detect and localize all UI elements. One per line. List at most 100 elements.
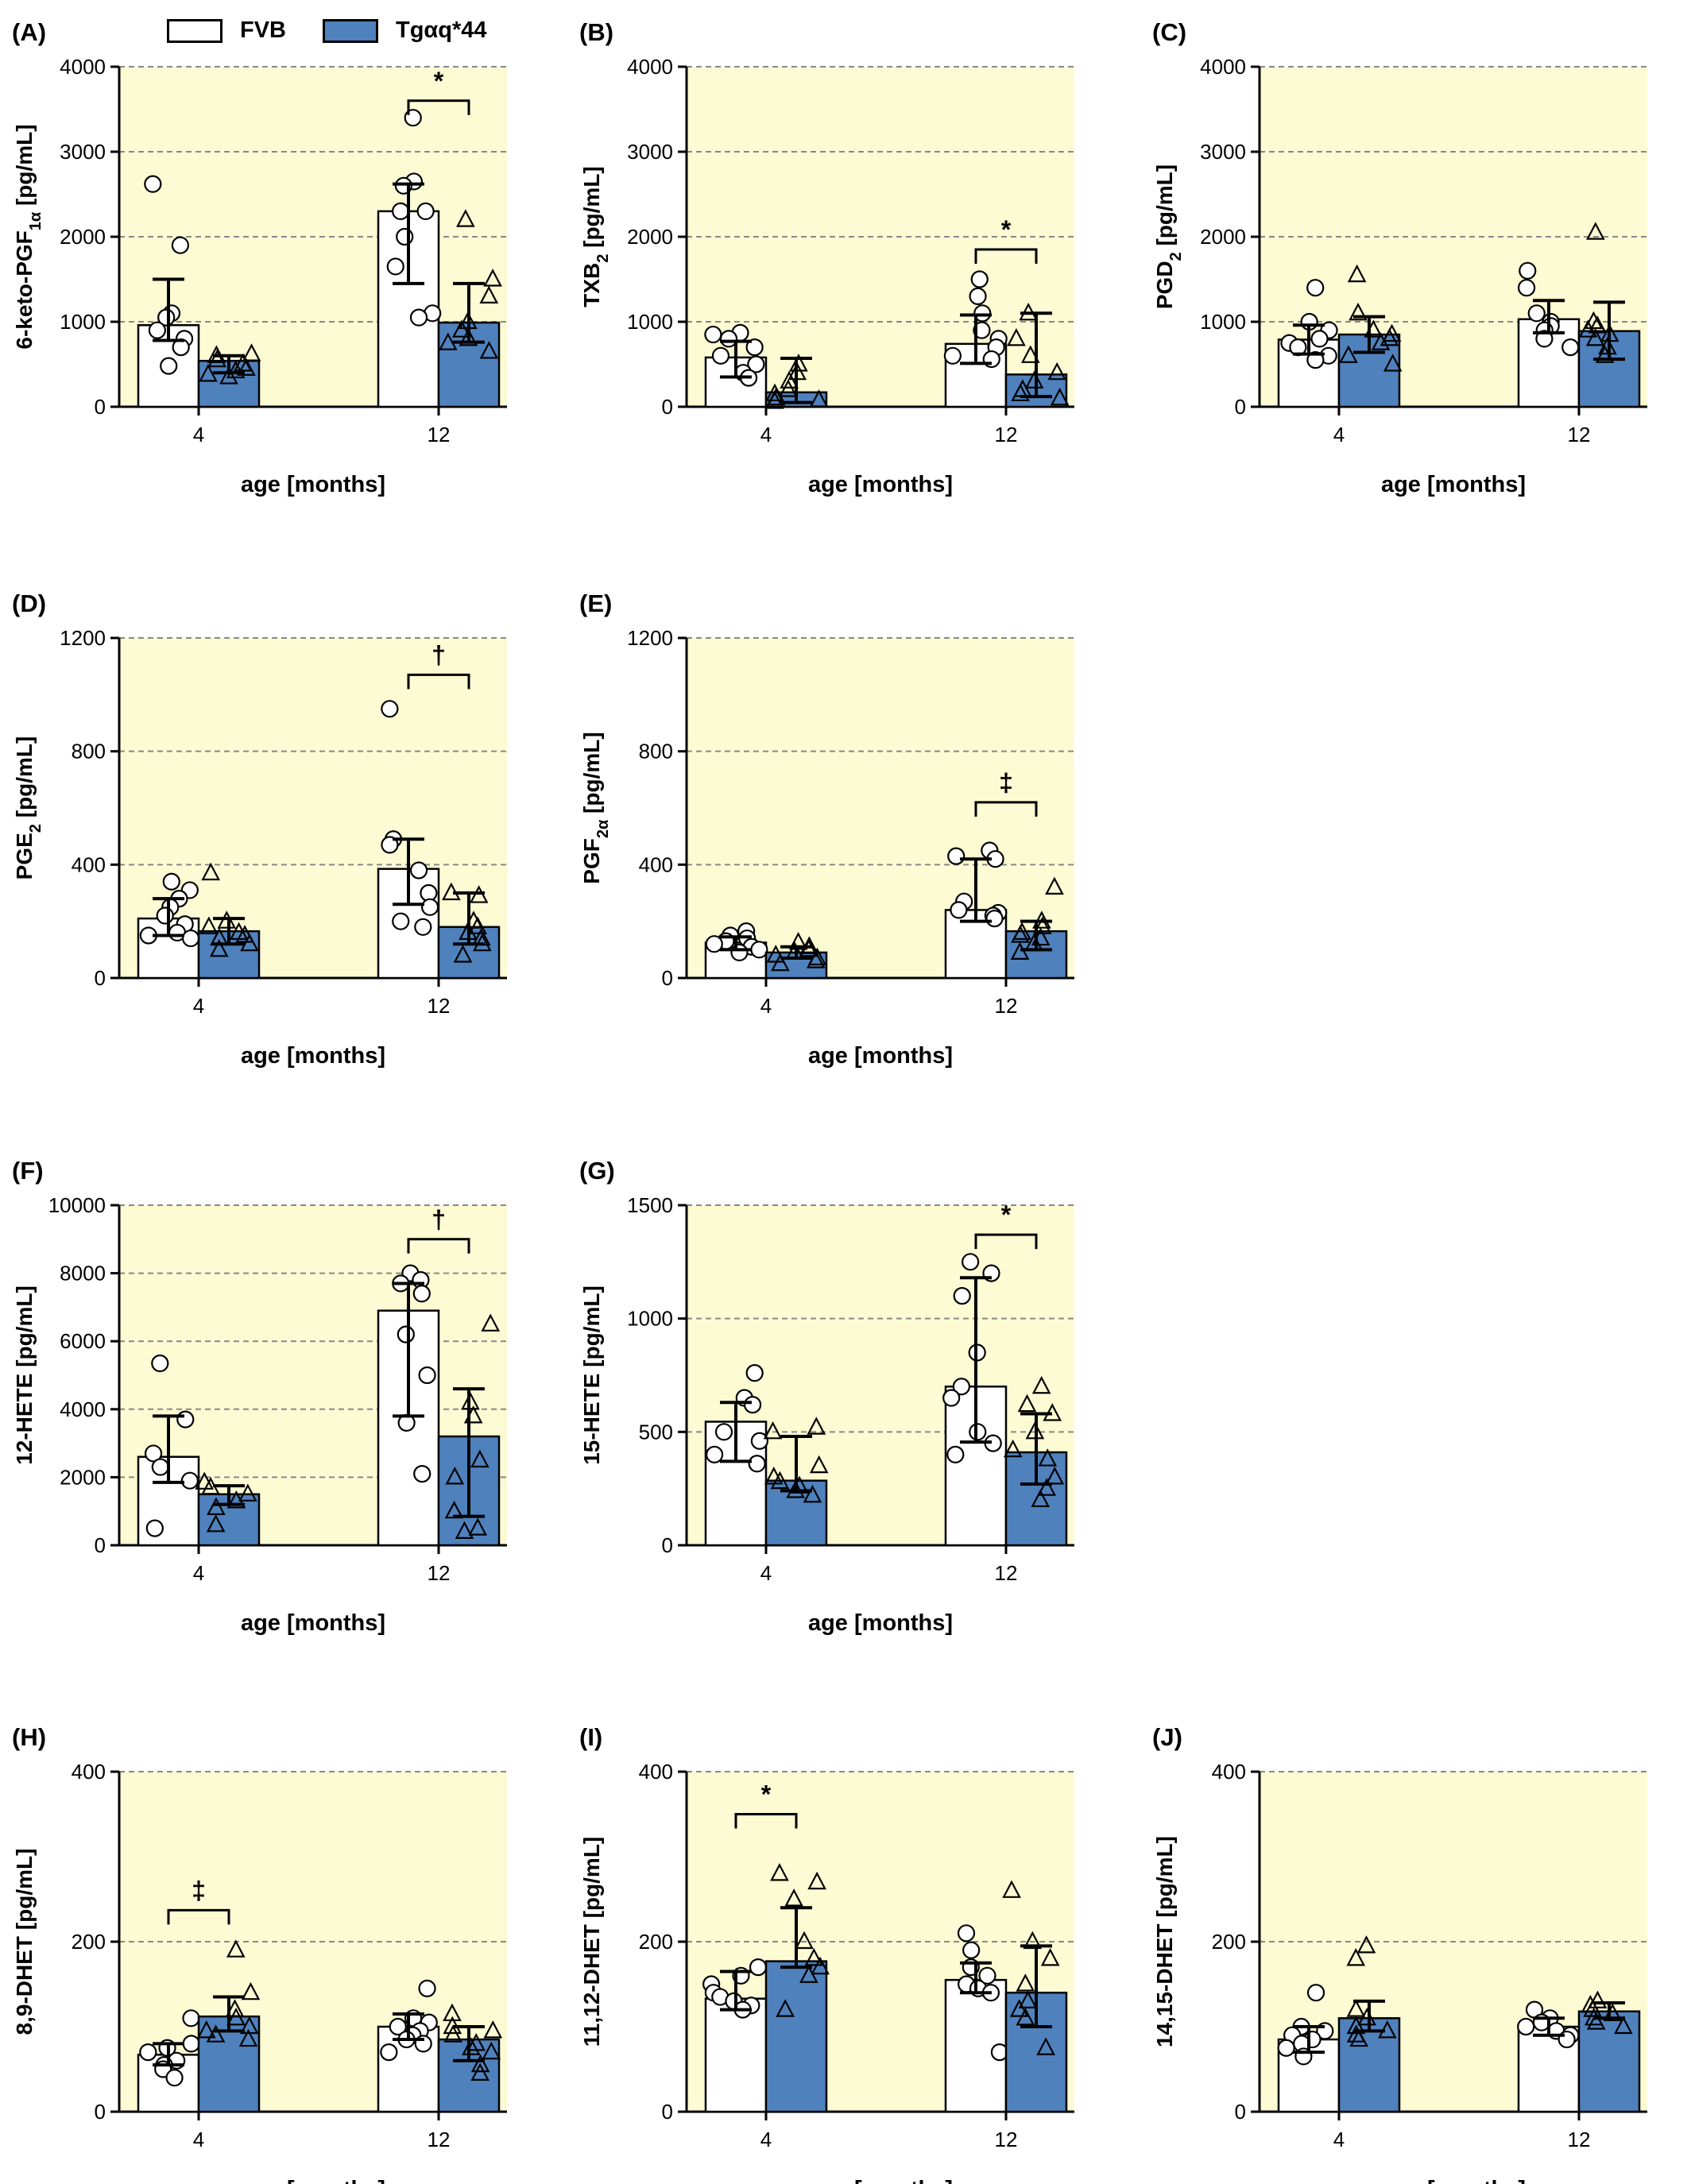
x-axis-label: age [months] <box>808 472 953 497</box>
data-point-triangle <box>1036 2037 1055 2055</box>
data-point-triangle <box>1356 1935 1376 1954</box>
data-point-triangle <box>807 1417 826 1435</box>
y-tick-label: 1200 <box>60 626 106 650</box>
data-point-triangle <box>470 2062 489 2081</box>
panel-a: 0 1000 2000 3000 4000 (A) 6-keto-PGF1α [pg/mL]… <box>12 18 507 497</box>
data-point-circle <box>157 308 176 327</box>
data-point-circle <box>730 943 749 962</box>
data-point-circle <box>171 236 189 254</box>
data-point-triangle <box>1018 1990 1038 2008</box>
y-tick-label: 200 <box>639 1930 673 1954</box>
significance-mark: † <box>431 640 446 669</box>
data-point-triangle <box>238 1483 257 1502</box>
data-point-triangle <box>1016 1973 1035 1992</box>
data-point-triangle <box>237 358 256 376</box>
x-tick-label: 4 <box>193 994 204 1018</box>
data-point-triangle <box>226 1939 246 1958</box>
y-tick-label: 0 <box>1235 2100 1246 2124</box>
data-point-triangle <box>1011 383 1030 402</box>
data-point-circle <box>943 346 962 365</box>
y-tick-label: 0 <box>95 2100 106 2124</box>
y-tick-label: 4000 <box>627 55 673 79</box>
data-point-circle <box>396 227 414 246</box>
data-point-triangle <box>456 209 475 227</box>
data-point-triangle <box>799 1965 818 1983</box>
data-point-circle <box>180 1471 199 1490</box>
data-point-triangle <box>443 2003 462 2022</box>
y-tick-label: 6000 <box>60 1329 106 1353</box>
panel-i: 0 200 400 (I) 11,12-DHET [pg/mL] 4 12 age [mont… <box>579 1723 1074 2184</box>
data-point-triangle <box>469 885 489 903</box>
data-point-triangle <box>479 285 499 303</box>
significance-mark: * <box>1001 215 1012 244</box>
data-point-triangle <box>1349 302 1368 321</box>
panel-label: (E) <box>579 589 612 617</box>
y-tick-label: 400 <box>72 852 106 876</box>
data-point-triangle <box>481 1313 501 1332</box>
data-point-circle <box>705 1445 724 1463</box>
data-point-triangle <box>483 269 502 287</box>
data-point-triangle <box>1040 1948 1060 1966</box>
data-point-circle <box>749 1958 768 1977</box>
panel-label: (C) <box>1152 18 1186 46</box>
data-point-circle <box>144 175 162 193</box>
y-tick-label: 400 <box>639 1760 673 1784</box>
data-point-triangle <box>1586 2012 1606 2030</box>
data-point-circle <box>969 287 987 305</box>
x-axis-label: age [months] <box>1381 2177 1526 2184</box>
data-point-triangle <box>795 1931 814 1950</box>
panel-f: 0 2000 4000 6000 8000 10000(F) 12-HETE [pg/mL]… <box>12 1157 507 1636</box>
data-point-circle <box>1517 279 1536 297</box>
significance-bracket <box>167 1908 230 1925</box>
data-point-circle <box>181 929 200 948</box>
data-point-triangle <box>770 1863 789 1881</box>
data-point-triangle <box>804 1948 824 1966</box>
y-tick-label: 8000 <box>60 1262 106 1285</box>
data-point-triangle <box>807 1871 826 1890</box>
data-point-circle <box>165 2069 184 2087</box>
data-point-triangle <box>765 391 784 409</box>
data-point-circle <box>705 935 723 953</box>
data-point-triangle <box>1586 222 1605 240</box>
y-tick-label: 200 <box>72 1930 106 1954</box>
x-tick-label: 12 <box>995 2128 1018 2151</box>
y-axis-label: 8,9-DHET [pg/mL] <box>12 1849 37 2035</box>
data-point-triangle <box>765 383 784 402</box>
plot-background <box>687 638 1074 978</box>
x-tick-label: 12 <box>995 994 1018 1018</box>
data-point-circle <box>176 1410 195 1428</box>
data-point-triangle <box>1346 1948 1366 1966</box>
data-point-triangle <box>1585 328 1605 346</box>
data-point-triangle <box>1038 1448 1058 1467</box>
panel-label: (D) <box>12 589 46 617</box>
panel-label: (G) <box>579 1157 615 1185</box>
data-point-circle <box>750 1432 769 1450</box>
data-point-triangle <box>1347 264 1367 283</box>
bar <box>704 1997 768 2113</box>
data-point-circle <box>747 355 765 373</box>
y-axis-label: 12-HETE [pg/mL] <box>12 1285 37 1465</box>
x-tick-label: 12 <box>428 423 451 446</box>
y-tick-label: 0 <box>662 2100 673 2124</box>
data-point-triangle <box>1045 876 1064 895</box>
x-tick-label: 12 <box>428 2128 451 2151</box>
data-point-triangle <box>226 360 246 379</box>
x-tick-label: 12 <box>995 1561 1018 1585</box>
bar <box>1577 2010 1641 2113</box>
data-point-triangle <box>779 379 798 397</box>
data-point-circle <box>970 270 989 288</box>
data-point-circle <box>1306 1984 1325 2002</box>
panel-label: (F) <box>12 1157 44 1185</box>
data-point-circle <box>745 338 764 357</box>
panel-c: 0 1000 2000 3000 4000 (C) PGD2 [pg/mL] 4 12 age [… <box>1152 18 1647 497</box>
y-tick-label: 0 <box>95 966 106 990</box>
x-axis-label: age [months] <box>241 472 385 497</box>
data-point-triangle <box>1023 1931 1043 1950</box>
data-point-triangle <box>809 1455 829 1474</box>
data-point-triangle <box>225 1999 245 2017</box>
data-point-triangle <box>483 2020 503 2039</box>
data-point-circle <box>711 346 730 365</box>
data-point-circle <box>962 1253 980 1271</box>
data-point-circle <box>946 1445 965 1463</box>
data-point-triangle <box>470 2054 490 2073</box>
